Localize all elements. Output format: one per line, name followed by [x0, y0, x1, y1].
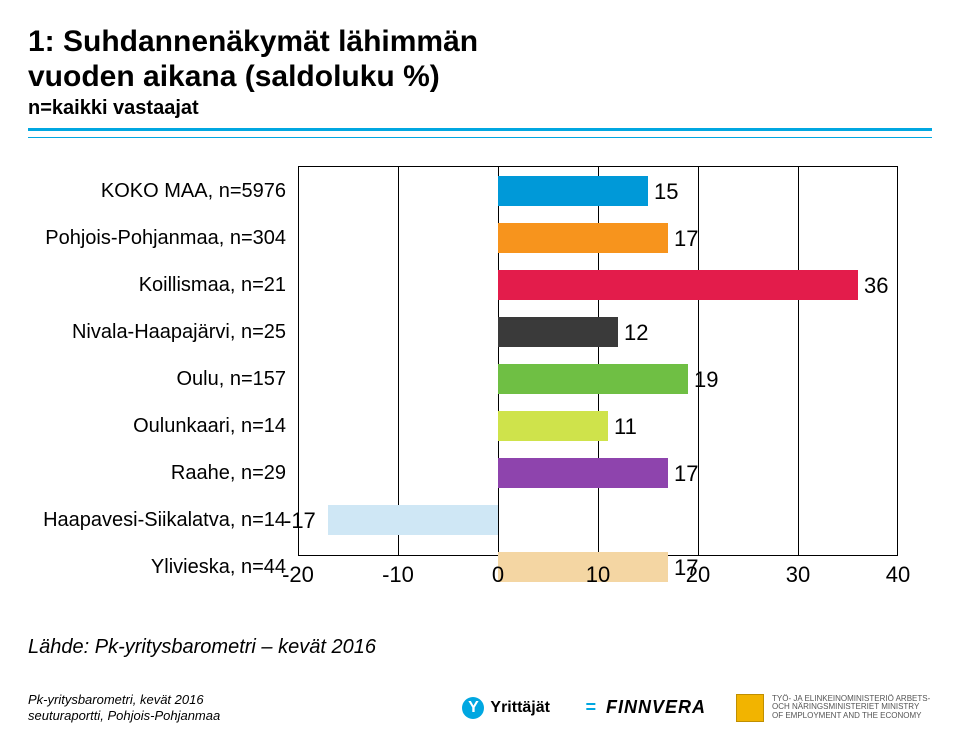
logo-ministry-text: TYÖ- JA ELINKEINOMINISTERIÖ ARBETS- OCH …	[772, 695, 932, 721]
plot-area: 15173612191117-1717	[298, 166, 898, 556]
x-tick-label: 20	[686, 562, 710, 588]
category-label: Pohjois-Pohjanmaa, n=304	[28, 227, 286, 249]
source-text: Lähde: Pk-yritysbarometri – kevät 2016	[28, 636, 932, 659]
logo-yrittajat: Y Yrittäjät	[462, 697, 550, 719]
category-label: Oulu, n=157	[28, 368, 286, 390]
logo-finnvera-text: FINNVERA	[606, 697, 706, 718]
category-label: KOKO MAA, n=5976	[28, 180, 286, 202]
grid-line	[798, 166, 799, 556]
bar-value-label: 15	[654, 179, 678, 205]
bar	[498, 411, 608, 441]
chart-subtitle: n=kaikki vastaajat	[28, 97, 932, 120]
bar	[498, 458, 668, 488]
bar-value-label: 17	[674, 226, 698, 252]
category-label: Nivala-Haapajärvi, n=25	[28, 321, 286, 343]
bar-value-label: 12	[624, 320, 648, 346]
bar-value-label: 19	[694, 367, 718, 393]
footer-line-1: Pk-yritysbarometri, kevät 2016	[28, 692, 204, 707]
logo-yrittajat-text: Yrittäjät	[490, 699, 550, 717]
bar	[498, 223, 668, 253]
x-tick-label: 30	[786, 562, 810, 588]
bar	[498, 270, 858, 300]
grid-line	[398, 166, 399, 556]
title-line-2: vuoden aikana (saldoluku %)	[28, 60, 440, 93]
bar-value-label: 36	[864, 273, 888, 299]
bar	[328, 505, 498, 535]
logo-ministry: TYÖ- JA ELINKEINOMINISTERIÖ ARBETS- OCH …	[736, 694, 932, 722]
title-rule	[28, 128, 932, 138]
category-label: Haapavesi-Siikalatva, n=14	[28, 509, 286, 531]
ministry-crest-icon	[736, 694, 764, 722]
bar	[498, 364, 688, 394]
x-tick-label: 10	[586, 562, 610, 588]
bar	[498, 317, 618, 347]
logo-finnvera: = FINNVERA	[580, 697, 706, 718]
x-tick-label: 0	[492, 562, 504, 588]
grid-line	[698, 166, 699, 556]
chart-title: 1: Suhdannenäkymät lähimmän vuoden aikan…	[28, 24, 932, 95]
x-tick-label: 40	[886, 562, 910, 588]
footer-logos: Y Yrittäjät = FINNVERA TYÖ- JA ELINKEINO…	[462, 694, 932, 722]
title-line-1: 1: Suhdannenäkymät lähimmän	[28, 25, 478, 58]
bar	[498, 176, 648, 206]
x-tick-label: -10	[382, 562, 414, 588]
bar-value-label: -17	[284, 508, 316, 534]
footer: Pk-yritysbarometri, kevät 2016 seuturapo…	[28, 692, 932, 725]
finnvera-icon: =	[580, 697, 602, 718]
footer-line-2: seuturaportti, Pohjois-Pohjanmaa	[28, 708, 220, 723]
category-label: Koillismaa, n=21	[28, 274, 286, 296]
chart-area: 15173612191117-1717 -20-10010203040KOKO …	[28, 166, 932, 596]
bar-value-label: 17	[674, 461, 698, 487]
category-label: Oulunkaari, n=14	[28, 415, 286, 437]
category-label: Ylivieska, n=44	[28, 556, 286, 578]
category-label: Raahe, n=29	[28, 462, 286, 484]
x-tick-label: -20	[282, 562, 314, 588]
bar-value-label: 11	[614, 414, 637, 440]
y-icon: Y	[462, 697, 484, 719]
footer-left: Pk-yritysbarometri, kevät 2016 seuturapo…	[28, 692, 220, 725]
bar	[498, 552, 668, 582]
